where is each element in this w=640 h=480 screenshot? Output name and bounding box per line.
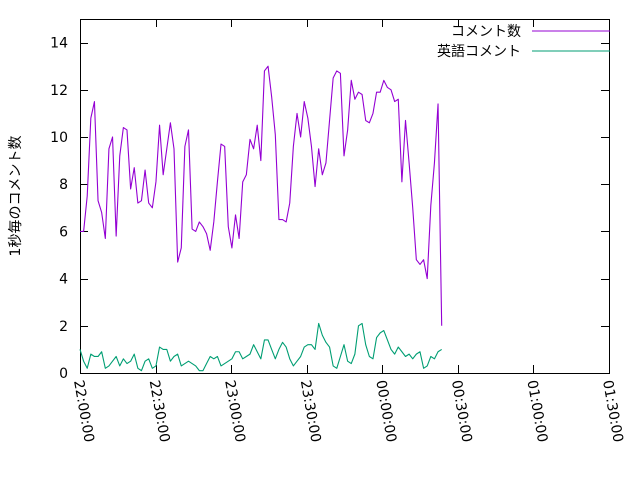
y-tick-label: 12: [50, 83, 68, 99]
x-tick-label: 00:30:00: [448, 379, 475, 444]
y-tick-label: 8: [59, 177, 68, 193]
axes: [80, 19, 610, 374]
tick-labels: 0 2 4 6 8 10 12 14 22:00:00 22:30:00 23:00:00 23:30…: [50, 36, 626, 444]
y-tick-label: 2: [59, 319, 68, 335]
series-line-english-comments: [79, 322, 442, 372]
y-tick-label: 4: [59, 272, 68, 288]
series-line-comment-count: [80, 65, 443, 326]
legend-label-english-comments: 英語コメント: [437, 43, 521, 60]
x-tick-label: 00:00:00: [372, 379, 399, 444]
y-tick-label: 10: [50, 130, 68, 146]
x-tick-label: 01:00:00: [523, 379, 550, 444]
x-tick-label: 22:30:00: [146, 379, 173, 444]
y-tick-label: 6: [59, 224, 68, 240]
x-tick-label: 23:30:00: [297, 379, 324, 444]
x-tick-label: 22:00:00: [70, 379, 97, 444]
legend: コメント数 英語コメント: [437, 24, 610, 60]
y-tick-label: 14: [50, 36, 68, 52]
series-lines: [79, 65, 443, 372]
x-tick-label: 23:00:00: [221, 379, 248, 444]
x-tick-label: 01:30:00: [599, 379, 626, 444]
y-axis-label: 1秒毎のコメント数: [8, 136, 24, 257]
plot-frame: [80, 19, 610, 374]
y-tick-label: 0: [59, 366, 68, 382]
legend-label-comment-count: コメント数: [451, 24, 521, 40]
tick-marks: [80, 19, 610, 374]
